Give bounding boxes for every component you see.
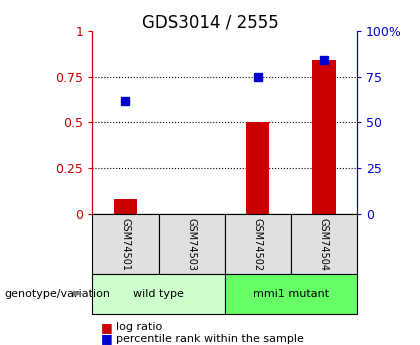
Text: ■: ■ xyxy=(101,332,113,345)
Text: mmi1 mutant: mmi1 mutant xyxy=(253,289,329,299)
Bar xyxy=(312,60,336,214)
Text: percentile rank within the sample: percentile rank within the sample xyxy=(116,334,303,344)
Text: GSM74503: GSM74503 xyxy=(186,218,197,270)
Text: genotype/variation: genotype/variation xyxy=(4,289,110,299)
Text: log ratio: log ratio xyxy=(116,322,162,332)
Text: ■: ■ xyxy=(101,321,113,334)
Text: GSM74504: GSM74504 xyxy=(319,218,329,270)
Text: GDS3014 / 2555: GDS3014 / 2555 xyxy=(142,14,278,32)
Text: wild type: wild type xyxy=(133,289,184,299)
Text: ►: ► xyxy=(73,288,82,300)
Bar xyxy=(246,122,269,214)
Text: GSM74501: GSM74501 xyxy=(121,218,131,270)
Text: GSM74502: GSM74502 xyxy=(253,218,263,270)
Bar xyxy=(114,199,137,214)
